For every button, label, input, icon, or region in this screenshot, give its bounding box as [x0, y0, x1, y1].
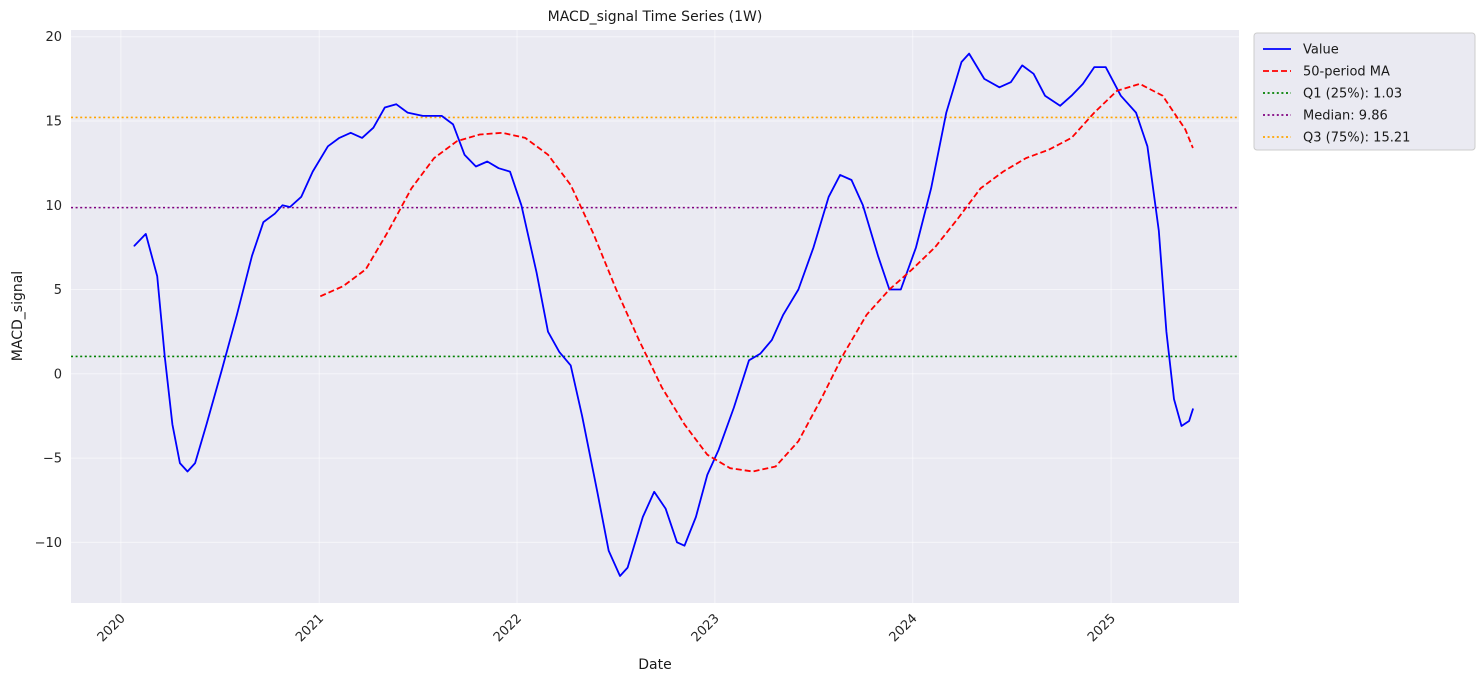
series-line	[133, 52, 1194, 577]
legend-label: Median: 9.86	[1303, 109, 1388, 124]
plot-area	[71, 30, 1239, 603]
grid-lines	[71, 30, 1239, 603]
y-tick-label: 10	[45, 199, 62, 214]
legend-label: Value	[1303, 43, 1339, 58]
quantile-lines	[71, 116, 1239, 358]
y-tick-label: −10	[35, 536, 62, 551]
x-tick-label: 2025	[1085, 611, 1119, 645]
legend-box	[1253, 32, 1476, 151]
x-axis-ticks: 2020 2021 2022 2023 2024 2025	[95, 611, 1119, 645]
legend-label: Q3 (75%): 15.21	[1303, 131, 1410, 146]
x-axis-label: Date	[638, 657, 671, 673]
legend-label: Q1 (25%): 1.03	[1303, 87, 1402, 102]
series-line	[319, 83, 1194, 473]
y-tick-label: 5	[54, 283, 62, 298]
series-lines	[133, 52, 1194, 577]
legend-label: 50-period MA	[1303, 65, 1390, 80]
legend: Value 50-period MA Q1 (25%): 1.03 Median: 9…	[1253, 32, 1476, 151]
x-tick-label: 2024	[887, 611, 921, 645]
x-tick-label: 2020	[95, 611, 129, 645]
y-axis-label: MACD_signal	[10, 271, 26, 361]
x-tick-label: 2023	[689, 611, 723, 645]
y-tick-label: −5	[43, 452, 62, 467]
y-tick-label: 0	[54, 367, 62, 382]
chart-title: MACD_signal Time Series (1W)	[548, 9, 763, 25]
y-tick-label: 20	[45, 30, 62, 45]
x-tick-label: 2021	[293, 611, 327, 645]
y-tick-label: 15	[45, 115, 62, 130]
y-axis-ticks: −10 −5 0 5 10 15 20	[35, 30, 62, 551]
x-tick-label: 2022	[491, 611, 525, 645]
